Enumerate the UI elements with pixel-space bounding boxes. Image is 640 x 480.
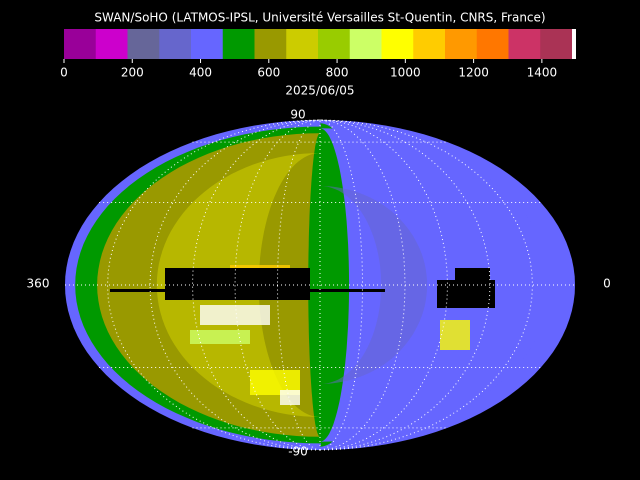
colorbar-segment	[127, 29, 160, 59]
colorbar-segment	[445, 29, 478, 59]
colorbar-segment	[413, 29, 446, 59]
colorbar-segment	[64, 29, 97, 59]
grid-line	[149, 119, 321, 451]
grid-line	[191, 119, 321, 451]
colorbar-segment	[349, 29, 382, 59]
colorbar-top	[572, 29, 576, 59]
grid-line	[276, 119, 321, 451]
sky-patch	[440, 320, 470, 350]
date: 2025/06/05	[285, 84, 354, 98]
colorbar-segment	[508, 29, 541, 59]
colorbar-segment	[318, 29, 351, 59]
top-label: 90	[290, 108, 305, 122]
grid-line	[319, 119, 364, 451]
colorbar-segment	[381, 29, 414, 59]
colorbar-tick-label: 600	[257, 66, 280, 80]
colorbar-segment	[222, 29, 255, 59]
grid-line	[319, 119, 491, 451]
colorbar-tick-label: 1200	[458, 66, 489, 80]
colorbar-segment	[476, 29, 509, 59]
colorbar-tick-label: 200	[121, 66, 144, 80]
data-gap	[455, 268, 490, 282]
colorbar-tick-label: 0	[60, 66, 68, 80]
grid-line	[319, 119, 449, 451]
data-gap	[437, 280, 495, 308]
data-gap	[165, 268, 310, 300]
right-label: 0	[603, 277, 611, 291]
sky-patch	[280, 390, 300, 405]
colorbar-tick-label: 1400	[527, 66, 558, 80]
title: SWAN/SoHO (LATMOS-IPSL, Université Versa…	[94, 11, 545, 25]
sky-region	[320, 186, 428, 384]
sky-patch	[190, 330, 250, 344]
colorbar-segment	[95, 29, 128, 59]
colorbar-tick-label: 1000	[390, 66, 421, 80]
left-label: 360	[27, 277, 50, 291]
colorbar-segment	[159, 29, 192, 59]
colorbar-segment	[254, 29, 287, 59]
colorbar-tick-label: 800	[326, 66, 349, 80]
colorbar-segment	[540, 29, 573, 59]
bottom-label: -90	[288, 445, 308, 459]
colorbar-tick-label: 400	[189, 66, 212, 80]
sky-map	[65, 119, 575, 451]
sky-patch	[200, 305, 270, 325]
colorbar-segment	[191, 29, 224, 59]
colorbar-segment	[286, 29, 319, 59]
data-gap	[110, 289, 385, 292]
